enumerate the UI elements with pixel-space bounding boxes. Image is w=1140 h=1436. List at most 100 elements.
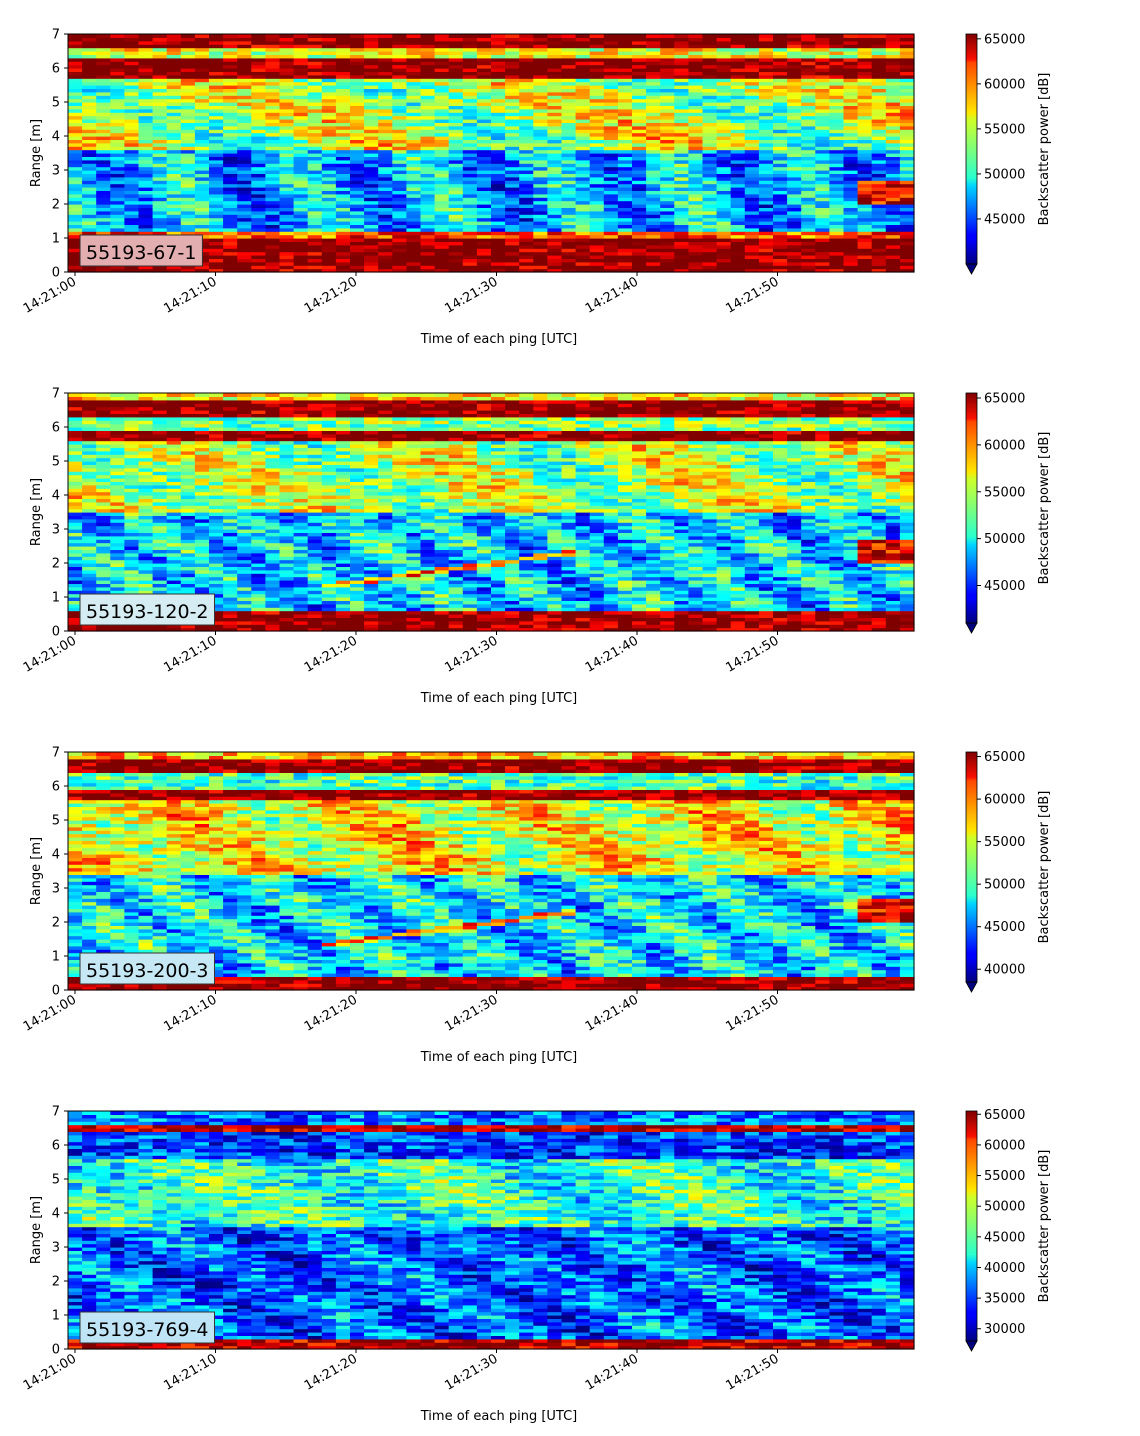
heatmap-cell — [180, 34, 196, 38]
heatmap-cell — [209, 47, 224, 52]
heatmap-cell — [491, 159, 506, 164]
colorbar-extend-arrow — [965, 263, 978, 275]
heatmap-cell — [462, 180, 478, 185]
heatmap-cell — [603, 34, 619, 38]
heatmap-cell — [96, 74, 111, 79]
heatmap-cell — [491, 108, 506, 113]
heatmap-cell — [392, 112, 407, 117]
heatmap-cell — [406, 183, 422, 188]
heatmap-cell — [237, 57, 252, 62]
heatmap-cell — [533, 40, 548, 45]
heatmap-cell — [223, 156, 238, 161]
heatmap-cell — [110, 180, 125, 185]
heatmap-cell — [293, 217, 309, 222]
heatmap-cell — [124, 183, 140, 188]
heatmap-cell — [209, 183, 224, 188]
heatmap-cell — [603, 170, 619, 174]
heatmap-cell — [194, 393, 210, 397]
heatmap-cell — [279, 204, 295, 208]
heatmap-cell — [420, 166, 436, 171]
heatmap-cell — [603, 88, 619, 93]
heatmap-cell — [448, 227, 464, 232]
heatmap-cell — [420, 221, 436, 225]
heatmap-cell — [124, 224, 140, 229]
heatmap-cell — [702, 132, 718, 137]
heatmap-cell — [180, 393, 196, 397]
heatmap-cell — [335, 268, 351, 273]
heatmap-cell — [829, 210, 845, 215]
heatmap-cell — [321, 183, 337, 188]
heatmap-cell — [364, 149, 379, 154]
heatmap-cell — [251, 159, 266, 164]
heatmap-cell — [335, 78, 351, 83]
heatmap-cell — [434, 153, 450, 157]
heatmap-cell — [82, 163, 97, 168]
heatmap-cell — [519, 61, 534, 66]
heatmap-cell — [533, 105, 548, 110]
heatmap-cell — [448, 221, 464, 225]
heatmap-cell — [265, 234, 281, 239]
heatmap-cell — [335, 44, 351, 49]
heatmap-cell — [96, 268, 111, 273]
heatmap-cell — [82, 136, 97, 140]
heatmap-cell — [476, 71, 492, 76]
heatmap-cell — [180, 57, 196, 62]
heatmap-cell — [335, 170, 351, 174]
heatmap-cell — [166, 139, 182, 144]
heatmap-cell — [491, 64, 506, 69]
heatmap-cell — [547, 125, 563, 130]
heatmap-cell — [364, 61, 379, 66]
heatmap-cell — [674, 176, 689, 181]
heatmap-cell — [251, 153, 266, 157]
heatmap-cell — [434, 224, 450, 229]
heatmap-cell — [110, 187, 125, 191]
heatmap-cell — [462, 64, 478, 69]
heatmap-cell — [392, 234, 407, 239]
heatmap-cell — [843, 234, 859, 239]
heatmap-cell — [589, 85, 605, 89]
heatmap-cell — [293, 193, 309, 198]
heatmap-cell — [603, 258, 619, 263]
heatmap-cell — [138, 454, 154, 459]
heatmap-cell — [899, 34, 915, 38]
heatmap-cell — [434, 78, 450, 83]
heatmap-cell — [575, 88, 591, 93]
heatmap-cell — [378, 44, 393, 49]
heatmap-cell — [420, 122, 436, 127]
heatmap-cell — [420, 200, 436, 205]
heatmap-cell — [378, 221, 393, 225]
heatmap-cell — [209, 193, 224, 198]
heatmap-cell — [152, 74, 168, 79]
heatmap-cell — [561, 251, 577, 256]
heatmap-cell — [180, 129, 196, 134]
heatmap-cell — [138, 488, 154, 493]
heatmap-cell — [293, 88, 309, 93]
heatmap-cell — [364, 142, 379, 147]
heatmap-cell — [293, 183, 309, 188]
heatmap-cell — [364, 129, 379, 134]
heatmap-cell — [378, 238, 393, 242]
heatmap-cell — [293, 261, 309, 266]
heatmap-cell — [392, 265, 407, 270]
heatmap-cell — [166, 488, 182, 493]
heatmap-cell — [392, 248, 407, 253]
heatmap-cell — [533, 241, 548, 246]
heatmap-cell — [110, 204, 125, 208]
heatmap-cell — [110, 224, 125, 229]
heatmap-cell — [730, 142, 746, 147]
heatmap-cell — [194, 40, 210, 45]
heatmap-cell — [279, 98, 295, 103]
heatmap-cell — [448, 197, 464, 202]
heatmap-cell — [547, 210, 563, 215]
heatmap-cell — [815, 166, 830, 171]
heatmap-cell — [321, 241, 337, 246]
heatmap-cell — [209, 204, 224, 208]
heatmap-cell — [96, 454, 111, 459]
heatmap-cell — [82, 207, 97, 212]
heatmap-cell — [448, 238, 464, 242]
heatmap-cell — [307, 210, 323, 215]
heatmap-cell — [392, 51, 407, 55]
heatmap-cell — [82, 81, 97, 86]
heatmap-cell — [138, 221, 154, 225]
